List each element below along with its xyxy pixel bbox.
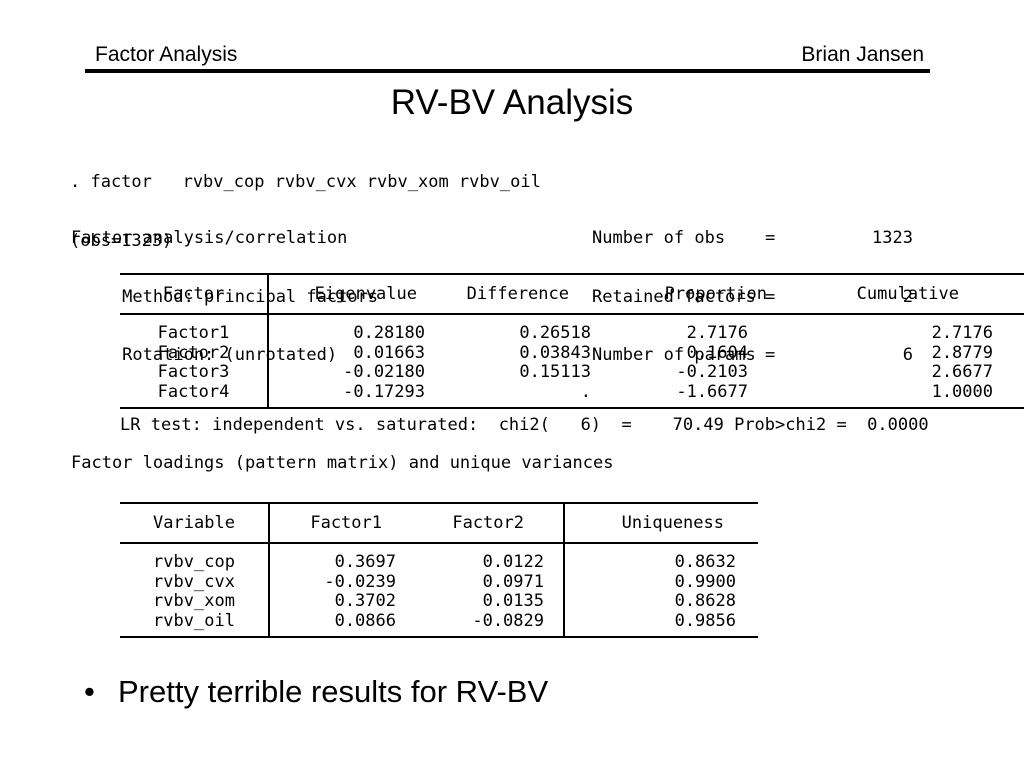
loadings-table-row: rvbv_oil 0.0866 -0.0829 0.9856 bbox=[120, 610, 758, 637]
eigen-table-row: Factor4 -0.17293 . -1.6677 1.0000 bbox=[120, 381, 1024, 408]
cell-difference: . bbox=[580, 381, 591, 402]
cell-factor: Factor3 bbox=[120, 362, 269, 383]
loadings-table-row: rvbv_xom 0.3702 0.0135 0.8628 bbox=[120, 591, 758, 612]
cell-difference: 0.15113 bbox=[519, 362, 591, 382]
cell-cumulative: 2.7176 bbox=[931, 323, 993, 343]
cell-cumulative: 2.8779 bbox=[931, 342, 993, 363]
loadings-table-row: rvbv_cop 0.3697 0.0122 0.8632 bbox=[120, 543, 758, 573]
loadings-caption: Factor loadings (pattern matrix) and uni… bbox=[71, 453, 614, 473]
col-header-factor2: Factor2 bbox=[406, 503, 565, 544]
col-header-factor1: Factor1 bbox=[269, 503, 406, 544]
col-header-cumulative: Cumulative bbox=[777, 274, 1024, 315]
bullet-text: Pretty terrible results for RV-BV bbox=[118, 674, 549, 709]
cell-variable: rvbv_oil bbox=[120, 611, 270, 637]
cell-eigenvalue: 0.01663 bbox=[353, 342, 425, 363]
header-title: Factor Analysis bbox=[95, 43, 238, 66]
cell-uniqueness: 0.9900 bbox=[674, 571, 736, 592]
stata-command-line: . factor rvbv_cop rvbv_cvx rvbv_xom rvbv… bbox=[70, 172, 541, 192]
header-author: Brian Jansen bbox=[801, 43, 924, 66]
cell-variable: rvbv_cop bbox=[120, 543, 270, 573]
cell-uniqueness: 0.9856 bbox=[674, 610, 736, 631]
col-header-eigenvalue: Eigenvalue bbox=[268, 274, 425, 315]
cell-factor1: 0.0866 bbox=[334, 610, 396, 631]
cell-factor1: 0.3702 bbox=[334, 591, 396, 611]
cell-factor: Factor2 bbox=[120, 343, 269, 363]
stata-command-block: . factor rvbv_cop rvbv_cvx rvbv_xom rvbv… bbox=[70, 134, 541, 290]
cell-factor2: 0.0135 bbox=[406, 591, 565, 612]
cell-difference: 0.26518 bbox=[519, 323, 591, 343]
cell-proportion: -0.2103 bbox=[676, 362, 748, 382]
summary-line: Factor analysis/correlation Number of ob… bbox=[71, 228, 916, 249]
cell-eigenvalue: -0.17293 bbox=[343, 381, 425, 402]
cell-uniqueness: 0.8632 bbox=[674, 552, 736, 572]
col-header-difference: Difference bbox=[425, 274, 591, 315]
bullet-icon: • bbox=[84, 674, 95, 709]
eigen-table-row: Factor3 -0.02180 0.15113 -0.2103 2.6677 bbox=[120, 362, 1024, 383]
stat-label: Number of obs bbox=[592, 228, 726, 248]
col-header-proportion: Proportion bbox=[591, 274, 777, 315]
eigen-table-row: Factor1 0.28180 0.26518 2.7176 2.7176 bbox=[120, 314, 1024, 344]
cell-proportion: 2.7176 bbox=[686, 323, 748, 343]
page-title: RV-BV Analysis bbox=[390, 83, 634, 122]
cell-eigenvalue: 0.28180 bbox=[353, 323, 425, 343]
summary-left: Factor analysis/correlation bbox=[71, 228, 348, 248]
cell-variable: rvbv_cvx bbox=[120, 572, 270, 592]
cell-uniqueness: 0.8628 bbox=[674, 591, 736, 611]
loadings-table-row: rvbv_cvx -0.0239 0.0971 0.9900 bbox=[120, 571, 758, 592]
col-header-factor: Factor bbox=[120, 274, 269, 315]
cell-factor2: 0.0122 bbox=[406, 543, 565, 573]
eigen-table-header-row: Factor Eigenvalue Difference Proportion … bbox=[120, 274, 1024, 315]
stata-obs-line: (obs=1323) bbox=[70, 230, 173, 251]
cell-factor1: 0.3697 bbox=[334, 552, 396, 572]
stat-value: 6 bbox=[902, 345, 913, 365]
header-rule bbox=[85, 69, 930, 73]
eigen-table-row: Factor2 0.01663 0.03843 0.1604 2.8779 bbox=[120, 342, 1024, 363]
stat-label: Number of params bbox=[592, 345, 756, 365]
cell-factor2: -0.0829 bbox=[406, 611, 565, 637]
loadings-table-header-row: Variable Factor1 Factor2 Uniqueness bbox=[120, 503, 758, 544]
col-header-uniqueness: Uniqueness bbox=[564, 503, 758, 544]
col-header-variable: Variable bbox=[120, 503, 270, 544]
cell-factor1: -0.0239 bbox=[324, 571, 396, 592]
slide-header: Factor Analysis Brian Jansen bbox=[85, 40, 930, 68]
eigenvalue-table: Factor Eigenvalue Difference Proportion … bbox=[120, 273, 1024, 409]
cell-factor: Factor1 bbox=[120, 314, 269, 344]
equals-sign: = bbox=[765, 228, 776, 248]
cell-factor: Factor4 bbox=[120, 382, 269, 408]
equals-sign: = bbox=[765, 345, 776, 365]
cell-proportion: -1.6677 bbox=[676, 381, 748, 402]
cell-difference: 0.03843 bbox=[519, 342, 591, 363]
cell-factor2: 0.0971 bbox=[406, 572, 565, 592]
stat-value: 1323 bbox=[872, 228, 913, 248]
lr-test-line: LR test: independent vs. saturated: chi2… bbox=[120, 415, 929, 435]
cell-proportion: 0.1604 bbox=[686, 342, 748, 363]
cell-cumulative: 2.6677 bbox=[931, 362, 993, 382]
loadings-table: Variable Factor1 Factor2 Uniqueness rvbv… bbox=[120, 502, 758, 638]
cell-cumulative: 1.0000 bbox=[931, 381, 993, 402]
cell-eigenvalue: -0.02180 bbox=[343, 362, 425, 382]
cell-variable: rvbv_xom bbox=[120, 591, 270, 612]
